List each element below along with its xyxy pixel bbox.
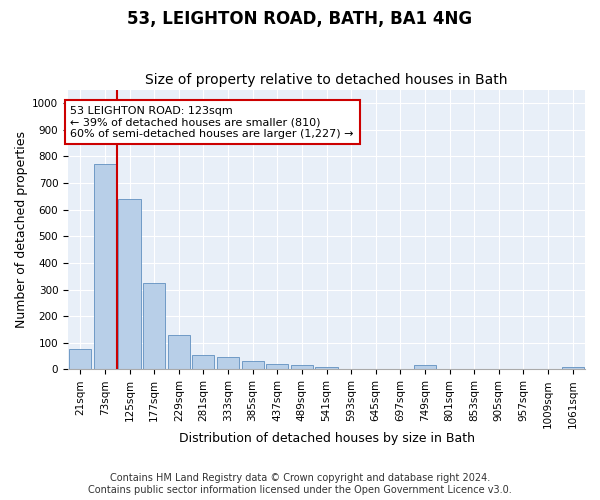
Bar bbox=[193, 355, 214, 370]
Text: 53, LEIGHTON ROAD, BATH, BA1 4NG: 53, LEIGHTON ROAD, BATH, BA1 4NG bbox=[127, 10, 473, 28]
Bar bbox=[266, 364, 289, 370]
Bar bbox=[414, 364, 436, 370]
Bar bbox=[217, 358, 239, 370]
Bar bbox=[316, 367, 338, 370]
X-axis label: Distribution of detached houses by size in Bath: Distribution of detached houses by size … bbox=[179, 432, 475, 445]
Bar bbox=[168, 335, 190, 370]
Bar bbox=[143, 283, 165, 370]
Bar bbox=[562, 367, 584, 370]
Bar bbox=[118, 199, 140, 370]
Bar bbox=[242, 362, 264, 370]
Text: 53 LEIGHTON ROAD: 123sqm
← 39% of detached houses are smaller (810)
60% of semi-: 53 LEIGHTON ROAD: 123sqm ← 39% of detach… bbox=[70, 106, 354, 139]
Text: Contains HM Land Registry data © Crown copyright and database right 2024.
Contai: Contains HM Land Registry data © Crown c… bbox=[88, 474, 512, 495]
Bar bbox=[94, 164, 116, 370]
Title: Size of property relative to detached houses in Bath: Size of property relative to detached ho… bbox=[145, 73, 508, 87]
Bar bbox=[291, 364, 313, 370]
Y-axis label: Number of detached properties: Number of detached properties bbox=[15, 131, 28, 328]
Bar bbox=[69, 350, 91, 370]
